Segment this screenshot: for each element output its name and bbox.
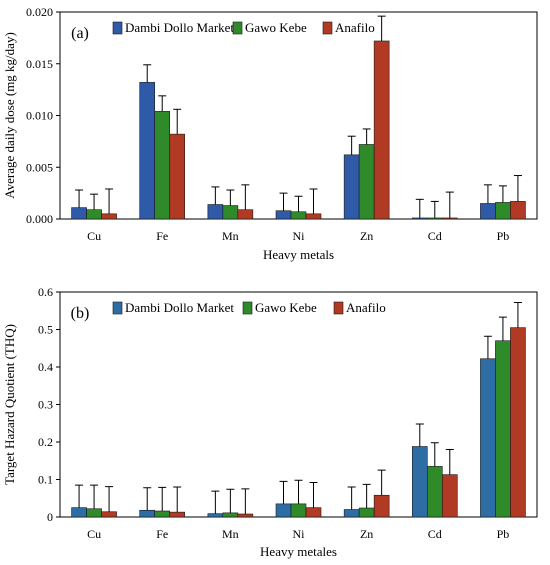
x-tick-label: Fe [156, 229, 168, 243]
bar-dambi-dollo-market-fe [139, 82, 156, 220]
y-tick-label: 0.1 [38, 473, 53, 487]
bar-anafilo-ni [305, 507, 322, 518]
y-tick-label: 0.000 [26, 212, 53, 226]
x-tick-label: Cd [428, 527, 442, 541]
bar-gawo-kebe-ni [290, 211, 307, 220]
legend-label: Dambi Dollo Market [125, 300, 234, 315]
legend-swatch [232, 21, 243, 35]
x-tick-label: Mn [222, 229, 239, 243]
x-tick-label: Mn [222, 527, 239, 541]
bar-dambi-dollo-market-cd [411, 446, 428, 518]
y-tick-label: 0.5 [38, 323, 53, 337]
y-tick-label: 0.2 [38, 435, 53, 449]
y-tick-label: 0.010 [26, 109, 53, 123]
x-tick-label: Ni [293, 229, 306, 243]
bar-anafilo-cd [441, 474, 458, 518]
panel-tag: (b) [71, 305, 90, 322]
legend-label: Gawo Kebe [255, 300, 317, 315]
bar-anafilo-fe [169, 133, 186, 220]
bar-anafilo-mn [237, 513, 254, 518]
bar-gawo-kebe-cu [86, 209, 102, 220]
x-tick-label: Zn [360, 527, 373, 541]
x-tick-label: Zn [360, 229, 373, 243]
x-tick-label: Pb [497, 229, 510, 243]
bar-dambi-dollo-market-ni [275, 210, 292, 220]
bar-anafilo-ni [305, 213, 322, 220]
x-tick-label: Cu [87, 527, 101, 541]
x-tick-label: Pb [497, 527, 510, 541]
y-tick-label: 0.3 [38, 398, 53, 412]
y-tick-label: 0 [47, 510, 53, 524]
panel-a: 0.000 0.005 0.010 0.015 0.020 Cu Fe Mn Ni Zn Cd Pb (… [2, 5, 538, 262]
bar-dambi-dollo-market-zn [343, 509, 360, 518]
legend-swatch [242, 301, 253, 315]
y-axis-label: Target Hazard Quotient (THQ) [2, 324, 17, 485]
panel-tag: (a) [71, 25, 89, 42]
x-axis-label: Heavy metals [263, 247, 334, 262]
legend-swatch [112, 301, 123, 315]
legend-swatch [322, 21, 333, 35]
legend-swatch [333, 301, 344, 315]
bar-gawo-kebe-mn [222, 205, 239, 220]
bar-anafilo-cu [101, 511, 117, 518]
x-tick-label: Cd [428, 229, 442, 243]
legend-swatch [112, 21, 123, 35]
bar-anafilo-cu [101, 213, 117, 220]
bar-gawo-kebe-zn [358, 507, 375, 518]
bar-anafilo-zn [373, 494, 390, 518]
bar-dambi-dollo-market-pb [480, 358, 496, 518]
bar-gawo-kebe-cd [426, 466, 443, 518]
x-tick-label: Cu [87, 229, 101, 243]
bar-anafilo-cd [441, 217, 458, 220]
bar-gawo-kebe-zn [358, 144, 375, 220]
y-tick-label: 0.005 [26, 160, 53, 174]
bar-gawo-kebe-pb [495, 340, 511, 518]
bar-dambi-dollo-market-ni [275, 503, 292, 518]
bar-dambi-dollo-market-zn [343, 154, 360, 220]
bar-gawo-kebe-cu [86, 508, 102, 518]
bar-anafilo-pb [510, 327, 526, 518]
bar-gawo-kebe-mn [222, 512, 239, 518]
x-tick-label: Fe [156, 527, 168, 541]
x-axis-label: Heavy metales [260, 544, 337, 559]
x-tick-label: Ni [293, 527, 306, 541]
bar-anafilo-zn [373, 40, 390, 220]
bar-dambi-dollo-market-pb [480, 203, 496, 220]
panel-b: 0 0.1 0.2 0.3 0.4 0.5 0.6 Cu Fe Mn Ni Zn Cd Pb (b) Damb… [2, 285, 538, 559]
y-tick-label: 0.6 [38, 285, 53, 299]
bar-dambi-dollo-market-mn [207, 204, 224, 220]
y-tick-label: 0.015 [26, 57, 53, 71]
bar-anafilo-pb [510, 201, 526, 220]
y-axis-label: Average daily dose (mg kg/day) [2, 32, 17, 199]
y-tick-label: 0.020 [26, 5, 53, 19]
bar-gawo-kebe-pb [495, 202, 511, 220]
bar-dambi-dollo-market-cu [71, 207, 87, 220]
bar-dambi-dollo-market-cu [71, 507, 87, 518]
legend-label: Anafilo [335, 20, 375, 35]
bar-dambi-dollo-market-mn [207, 513, 224, 518]
bar-dambi-dollo-market-fe [139, 509, 156, 518]
legend-label: Gawo Kebe [245, 20, 307, 35]
bar-gawo-kebe-ni [290, 503, 307, 518]
legend-label: Dambi Dollo Market [125, 20, 234, 35]
y-tick-label: 0.4 [38, 360, 53, 374]
bar-gawo-kebe-fe [154, 111, 171, 220]
bar-gawo-kebe-cd [426, 217, 443, 220]
plot-frame [59, 11, 538, 220]
legend-label: Anafilo [346, 300, 386, 315]
bar-dambi-dollo-market-cd [411, 217, 428, 220]
bar-anafilo-fe [169, 511, 186, 518]
bar-gawo-kebe-fe [154, 510, 171, 518]
bar-anafilo-mn [237, 209, 254, 220]
